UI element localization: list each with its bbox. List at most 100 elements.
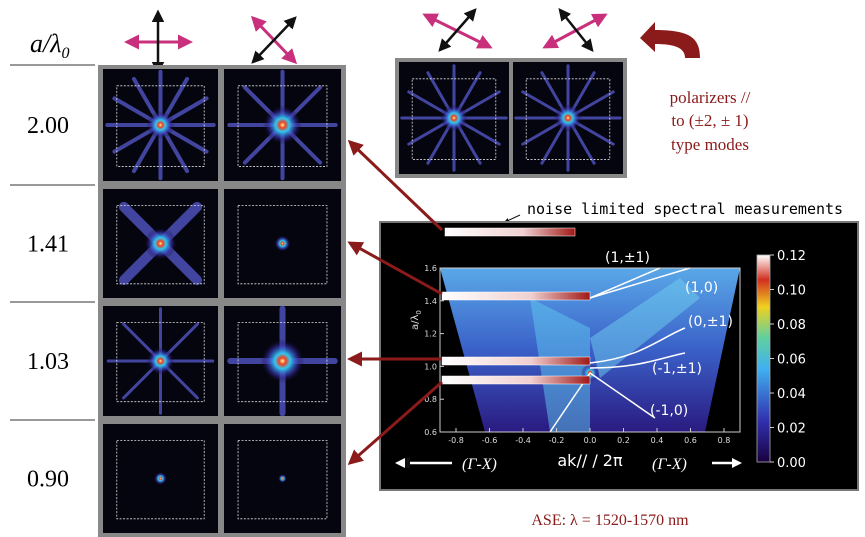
mode-label: (0,±1) xyxy=(688,314,733,330)
frame xyxy=(237,85,328,167)
spectral-panel-border xyxy=(379,221,859,491)
colorbar-tick-label: 0.04 xyxy=(777,387,806,402)
pointer-arrow xyxy=(347,139,444,232)
mode-label: (1,±1) xyxy=(605,250,650,266)
x-tick-label: 0.8 xyxy=(718,436,731,445)
mode-image xyxy=(224,305,341,417)
y-tick-label: 0.8 xyxy=(424,395,437,404)
colorbar-tick-label: 0.10 xyxy=(777,284,806,299)
arrow xyxy=(438,8,477,52)
x-tick-label: 0.4 xyxy=(651,436,664,445)
mode-line xyxy=(589,372,656,419)
param-label: a/λ0 xyxy=(30,29,69,62)
row-label: 0.90 xyxy=(27,467,69,493)
colorbar-tick-label: 0.00 xyxy=(777,456,806,471)
source-note: ASE: λ = 1520-1570 nm xyxy=(531,512,689,529)
param-label-sub: 0 xyxy=(61,45,69,62)
blob xyxy=(274,235,291,252)
direction-label: (Γ-X) xyxy=(462,456,497,473)
frame xyxy=(411,78,497,160)
frame xyxy=(116,204,205,285)
blob xyxy=(554,104,582,132)
arrow xyxy=(251,16,297,64)
frame xyxy=(237,204,328,285)
y-tick-label: 1.2 xyxy=(424,330,437,339)
mode-line xyxy=(589,352,686,369)
mode-line xyxy=(589,267,691,299)
colorbar-tick-label: 0.02 xyxy=(777,422,806,437)
mode-image xyxy=(103,424,218,533)
pointer xyxy=(504,214,521,223)
colorbar xyxy=(756,254,771,463)
frame xyxy=(116,439,205,520)
blob xyxy=(146,347,175,375)
mode-image xyxy=(103,69,218,181)
image-grid: 2.00 1.41 1.03 0.90 xyxy=(10,58,627,537)
mode-image xyxy=(513,62,623,174)
arrow xyxy=(542,13,608,49)
colorbar-tick-label: 0.06 xyxy=(777,353,806,368)
note-line: polarizers // xyxy=(670,88,751,107)
curved-arrow xyxy=(640,22,700,58)
band xyxy=(590,278,700,378)
row-label: 1.03 xyxy=(27,349,69,375)
frame xyxy=(116,322,205,403)
row-label: 2.00 xyxy=(27,113,69,139)
x-tick-label: 0.6 xyxy=(684,436,697,445)
blob xyxy=(153,471,168,486)
polarizer-arrows xyxy=(124,8,700,75)
mode-label: (1,0) xyxy=(685,280,718,296)
mode-image xyxy=(224,424,341,533)
frame xyxy=(116,85,205,167)
y-tick-label: 1.6 xyxy=(424,264,437,273)
note-line: type modes xyxy=(671,135,749,154)
param-label-text: a/λ xyxy=(30,29,61,58)
note-line: to (±2, ± 1) xyxy=(671,111,748,130)
measurement-bar xyxy=(441,375,591,385)
colorbar-tick-label: 0.12 xyxy=(777,249,806,264)
blob xyxy=(260,339,305,383)
mode-image xyxy=(103,189,218,298)
x-tick-label: -0.4 xyxy=(515,436,531,445)
pointer-arrow xyxy=(347,380,443,465)
arrowhead xyxy=(732,458,742,468)
x-tick-label: 0.0 xyxy=(584,436,597,445)
mode-image xyxy=(399,62,509,174)
blob xyxy=(440,104,468,132)
y-axis-label: a/λ0 xyxy=(410,310,423,330)
measurement-bar xyxy=(441,356,591,366)
blob xyxy=(278,474,287,483)
x-tick-label: 0.2 xyxy=(617,436,630,445)
x-axis-label: ak// / 2π xyxy=(557,451,623,470)
mode-label: (-1,±1) xyxy=(652,361,702,377)
x-tick-label: -0.8 xyxy=(448,436,464,445)
measurement-bar xyxy=(441,291,591,301)
y-tick-label: 1.4 xyxy=(424,297,437,306)
mode-line xyxy=(589,327,686,364)
arrowhead xyxy=(395,458,405,468)
x-tick-label: -0.2 xyxy=(549,436,565,445)
x-tick-label: -0.6 xyxy=(482,436,498,445)
spectral-plot: 0.6 0.8 1.0 1.2 1.4 1.6 -0.8 -0.6 -0.4 -0.2 0.0 0.2… xyxy=(347,139,806,473)
direction-label: (Γ-X) xyxy=(652,456,687,473)
y-axis-label-sub: 0 xyxy=(415,310,423,314)
mode-label: (-1,0) xyxy=(650,403,688,419)
mode-image xyxy=(224,189,341,298)
y-axis-label-text: a/λ xyxy=(410,315,421,330)
measurement-bar xyxy=(444,227,576,237)
row-label: 1.41 xyxy=(27,232,69,258)
mode-line xyxy=(589,267,661,299)
blob xyxy=(262,105,303,145)
colorbar-tick-label: 0.08 xyxy=(777,318,806,333)
y-tick-label: 0.6 xyxy=(424,428,437,437)
mode-image xyxy=(224,69,341,181)
blob xyxy=(146,111,175,139)
blob xyxy=(144,227,177,260)
arrow xyxy=(558,8,594,52)
noise-note: noise limited spectral measurements xyxy=(527,200,843,218)
mode-image xyxy=(103,306,218,416)
pointer-arrow xyxy=(347,241,443,296)
frame xyxy=(237,439,328,520)
y-tick-label: 1.0 xyxy=(424,362,437,371)
